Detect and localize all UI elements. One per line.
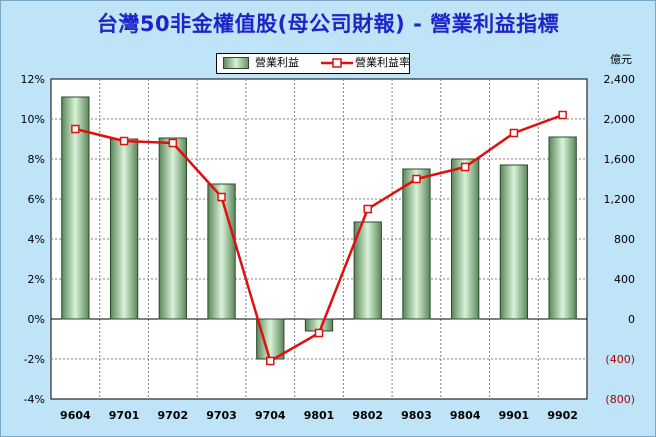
rate-marker xyxy=(509,128,519,138)
left-tick-label: 10% xyxy=(21,113,45,126)
category-label: 9701 xyxy=(109,409,140,422)
category-label: 9901 xyxy=(499,409,530,422)
category-label: 9604 xyxy=(60,409,91,422)
right-tick-label: 1,600 xyxy=(604,153,636,166)
rate-marker xyxy=(558,110,567,120)
bar xyxy=(158,137,187,320)
bar xyxy=(61,96,90,320)
category-label: 9801 xyxy=(304,409,335,422)
rate-marker xyxy=(314,328,324,338)
legend: 營業利益 營業利益率 xyxy=(216,53,410,74)
bar xyxy=(353,221,382,320)
right-tick-label: (400) xyxy=(605,353,635,366)
category-label: 9803 xyxy=(401,409,432,422)
category-label: 9902 xyxy=(547,409,578,422)
rate-marker xyxy=(168,138,178,148)
category-label: 9802 xyxy=(352,409,383,422)
category-label: 9804 xyxy=(450,409,481,422)
legend-bar-label: 營業利益 xyxy=(255,56,299,69)
left-tick-label: 6% xyxy=(28,193,45,206)
left-tick-label: -2% xyxy=(24,353,45,366)
bar xyxy=(256,318,285,360)
rate-marker xyxy=(119,136,129,146)
legend-bar-swatch xyxy=(223,57,249,69)
left-tick-label: 12% xyxy=(21,73,45,86)
rate-marker xyxy=(71,124,80,134)
rate-marker xyxy=(363,204,372,214)
right-tick-label: 800 xyxy=(614,233,635,246)
right-tick-label: 2,000 xyxy=(604,113,636,126)
right-tick-label: 0 xyxy=(628,313,635,326)
right-tick-label: 1,200 xyxy=(604,193,636,206)
right-tick-label: (800) xyxy=(605,393,635,406)
legend-line-label: 營業利益率 xyxy=(355,56,410,69)
bar xyxy=(548,136,577,320)
left-tick-label: 8% xyxy=(28,153,45,166)
rate-marker xyxy=(266,356,275,366)
category-label: 9702 xyxy=(158,409,189,422)
left-tick-label: -4% xyxy=(24,393,45,406)
rate-marker xyxy=(460,162,470,172)
category-label: 9704 xyxy=(255,409,286,422)
bar xyxy=(207,183,236,320)
bar xyxy=(451,158,480,320)
bar xyxy=(402,168,431,320)
rate-marker xyxy=(412,174,421,184)
bar xyxy=(499,164,529,320)
rate-marker xyxy=(217,192,226,202)
right-axis-unit: 億元 xyxy=(610,53,632,66)
category-label: 9703 xyxy=(206,409,237,422)
left-tick-label: 4% xyxy=(28,233,45,246)
chart-title: 台灣50非金權值股(母公司財報) - 營業利益指標 xyxy=(96,12,560,36)
left-tick-label: 0% xyxy=(28,313,45,326)
bar xyxy=(109,138,139,320)
right-tick-label: 2,400 xyxy=(604,73,636,86)
legend-line-swatch xyxy=(321,58,353,68)
left-tick-label: 2% xyxy=(28,273,45,286)
right-tick-label: 400 xyxy=(614,273,635,286)
